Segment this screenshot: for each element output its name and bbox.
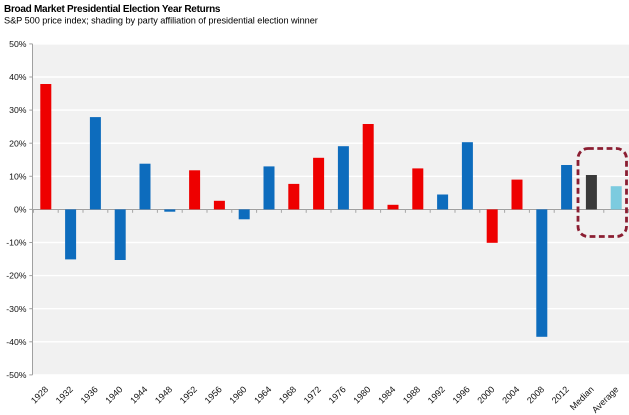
svg-text:30%: 30% xyxy=(9,105,27,115)
svg-text:1996: 1996 xyxy=(451,384,472,405)
svg-text:1956: 1956 xyxy=(203,384,224,405)
svg-text:1928: 1928 xyxy=(29,384,50,405)
svg-text:-40%: -40% xyxy=(6,337,27,347)
svg-text:1932: 1932 xyxy=(54,384,75,405)
svg-text:2012: 2012 xyxy=(550,384,571,405)
svg-text:1984: 1984 xyxy=(376,384,397,405)
svg-text:-20%: -20% xyxy=(6,271,27,281)
svg-text:20%: 20% xyxy=(9,138,27,148)
svg-text:Average: Average xyxy=(590,384,621,415)
svg-text:1952: 1952 xyxy=(178,384,199,405)
svg-text:1976: 1976 xyxy=(327,384,348,405)
svg-text:1968: 1968 xyxy=(277,384,298,405)
svg-text:0%: 0% xyxy=(14,205,27,215)
svg-text:1944: 1944 xyxy=(128,384,149,405)
svg-text:-10%: -10% xyxy=(6,238,27,248)
svg-text:1992: 1992 xyxy=(426,384,447,405)
svg-text:1964: 1964 xyxy=(252,384,273,405)
svg-text:1972: 1972 xyxy=(302,384,323,405)
svg-text:-30%: -30% xyxy=(6,304,27,314)
svg-text:10%: 10% xyxy=(9,171,27,181)
svg-text:Broad Market Presidential Elec: Broad Market Presidential Election Year … xyxy=(4,4,221,15)
svg-text:1948: 1948 xyxy=(153,384,174,405)
svg-text:2004: 2004 xyxy=(500,384,521,405)
svg-text:1988: 1988 xyxy=(401,384,422,405)
svg-text:-50%: -50% xyxy=(6,370,27,380)
svg-text:1960: 1960 xyxy=(227,384,248,405)
svg-text:40%: 40% xyxy=(9,72,27,82)
svg-text:S&P 500 price index; shading b: S&P 500 price index; shading by party af… xyxy=(4,16,318,26)
svg-text:50%: 50% xyxy=(9,39,27,49)
svg-text:1936: 1936 xyxy=(79,384,100,405)
svg-text:2008: 2008 xyxy=(525,384,546,405)
svg-text:2000: 2000 xyxy=(475,384,496,405)
svg-text:1980: 1980 xyxy=(351,384,372,405)
svg-text:1940: 1940 xyxy=(103,384,124,405)
